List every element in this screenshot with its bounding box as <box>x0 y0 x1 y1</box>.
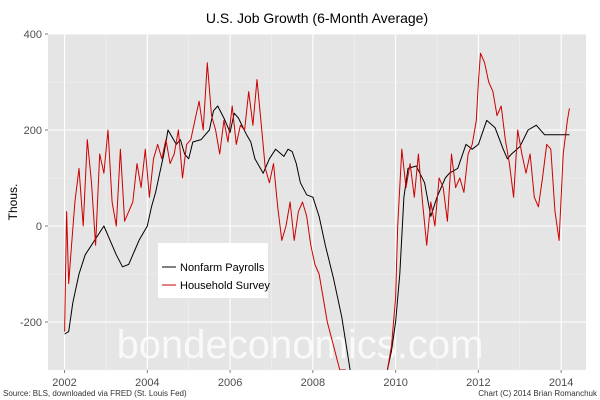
y-tick-label: 400 <box>24 29 42 41</box>
plot-background <box>48 34 586 370</box>
tick-labels: 2002 2004 2006 2008 2010 2012 2014 -200 0 200 400 <box>20 29 573 389</box>
series-line-household-survey <box>386 52 570 370</box>
x-tick-label: 2012 <box>466 377 490 389</box>
legend-label-household-survey: Household Survey <box>180 280 270 292</box>
x-tick-label: 2006 <box>218 377 242 389</box>
legend: Nonfarm Payrolls Household Survey <box>158 243 270 298</box>
x-tick-label: 2004 <box>135 377 159 389</box>
y-tick-label: -200 <box>20 317 42 329</box>
y-tick-label: 0 <box>36 221 42 233</box>
series-line-household-survey <box>64 62 346 370</box>
grid-major <box>48 33 586 370</box>
chart-title: U.S. Job Growth (6-Month Average) <box>206 10 428 26</box>
x-tick-label: 2014 <box>549 377 573 389</box>
x-tick-label: 2002 <box>52 377 76 389</box>
y-tick-label: 200 <box>24 125 42 137</box>
footer-source: Source: BLS, downloaded via FRED (St. Lo… <box>3 389 187 398</box>
x-tick-label: 2010 <box>383 377 407 389</box>
watermark-text: bondeconomics.com <box>117 323 484 367</box>
legend-label-nonfarm-payrolls: Nonfarm Payrolls <box>180 262 265 274</box>
x-tick-label: 2008 <box>301 377 325 389</box>
series-layer <box>64 52 570 370</box>
footer-credit: Chart (C) 2014 Brian Romanchuk <box>478 389 598 398</box>
series-line-nonfarm-payrolls <box>64 105 351 370</box>
legend-box <box>158 243 268 298</box>
y-axis-label: Thous. <box>6 184 20 221</box>
